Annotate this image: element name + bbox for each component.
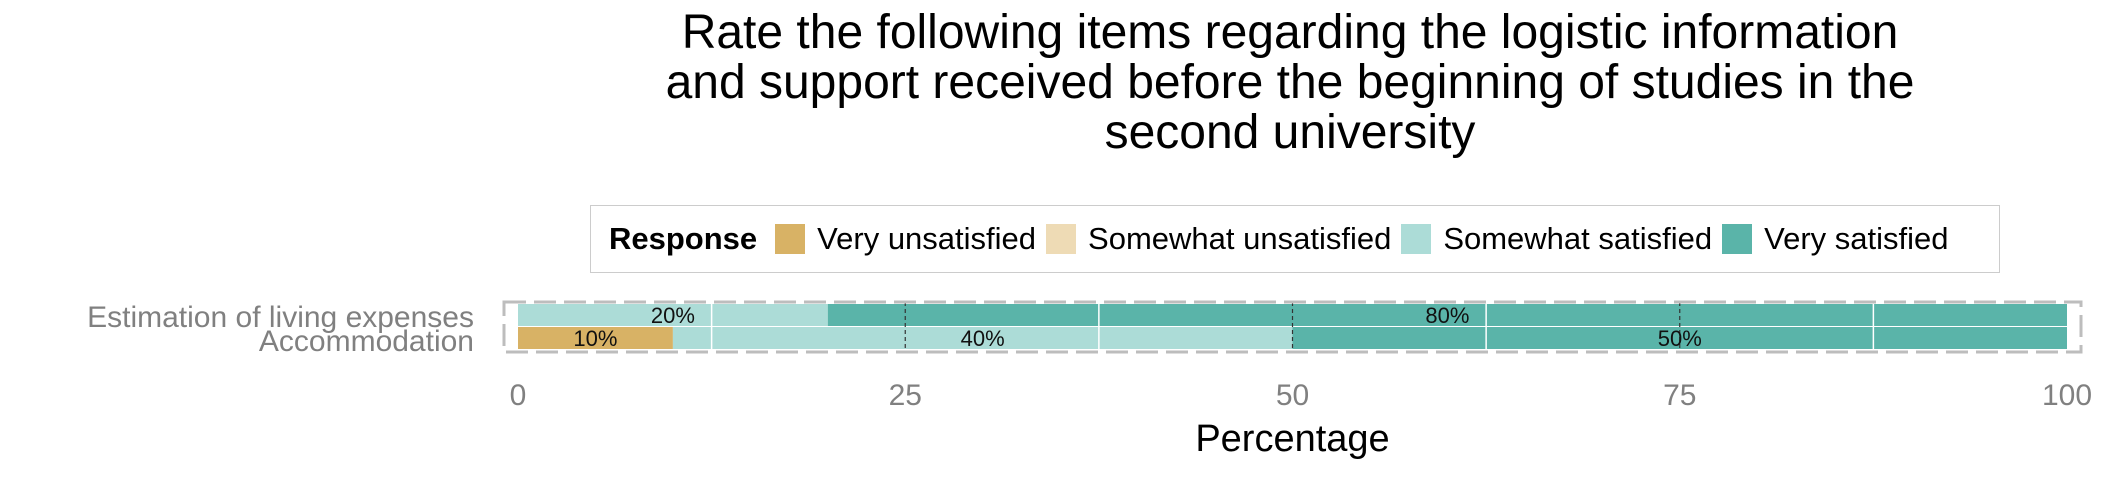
category-label-estimation-of-living-expenses: Estimation of living expenses (87, 301, 474, 334)
legend-label-very-satisfied: Very satisfied (1764, 221, 1949, 256)
legend-item-very-satisfied: Very satisfied (1722, 221, 1949, 257)
chart-title: Rate the following items regarding the l… (665, 6, 1915, 159)
data-label-accommodation-very-satisfied: 50% (1658, 326, 1702, 351)
bar-accommodation-somewhat-satisfied (672, 327, 1293, 349)
legend-item-somewhat-satisfied: Somewhat satisfied (1401, 221, 1712, 257)
legend-swatch-somewhat-satisfied (1401, 224, 1432, 254)
x-tick-label-25: 25 (889, 379, 922, 412)
legend-swatch-very-satisfied (1722, 224, 1753, 254)
x-axis-title: Percentage (1195, 418, 1389, 460)
legend-swatch-somewhat-unsatisfied (1046, 224, 1077, 254)
legend: Response Very unsatisfied Somewhat unsat… (590, 205, 2000, 273)
bar-estimation-of-living-expenses-somewhat-satisfied (518, 304, 828, 326)
panel-border (502, 300, 2083, 354)
x-tick-label-0: 0 (510, 379, 527, 412)
bar-estimation-of-living-expenses-very-satisfied (827, 304, 2067, 326)
data-label-accommodation-very-unsatisfied: 10% (573, 326, 617, 351)
x-tick-label-75: 75 (1663, 379, 1696, 412)
legend-label-very-unsatisfied: Very unsatisfied (817, 221, 1037, 256)
legend-label-somewhat-satisfied: Somewhat satisfied (1443, 221, 1713, 256)
legend-swatch-very-unsatisfied (775, 224, 806, 254)
legend-label-somewhat-unsatisfied: Somewhat unsatisfied (1088, 221, 1392, 256)
bar-accommodation-very-unsatisfied (518, 327, 673, 349)
data-label-estimation-of-living-expenses-very-satisfied: 80% (1425, 303, 1469, 328)
data-label-accommodation-somewhat-satisfied: 40% (961, 326, 1005, 351)
legend-title: Response (609, 221, 758, 256)
x-tick-label-50: 50 (1276, 379, 1309, 412)
legend-item-somewhat-unsatisfied: Somewhat unsatisfied (1046, 221, 1391, 257)
data-label-estimation-of-living-expenses-somewhat-satisfied: 20% (651, 303, 695, 328)
legend-item-very-unsatisfied: Very unsatisfied (775, 221, 1036, 257)
category-label-accommodation: Accommodation (259, 325, 474, 358)
x-tick-label-100: 100 (2042, 379, 2092, 412)
